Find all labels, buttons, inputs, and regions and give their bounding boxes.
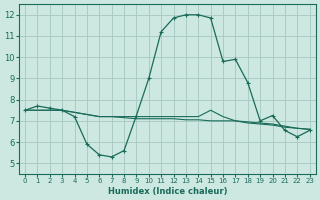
X-axis label: Humidex (Indice chaleur): Humidex (Indice chaleur) [108,187,227,196]
